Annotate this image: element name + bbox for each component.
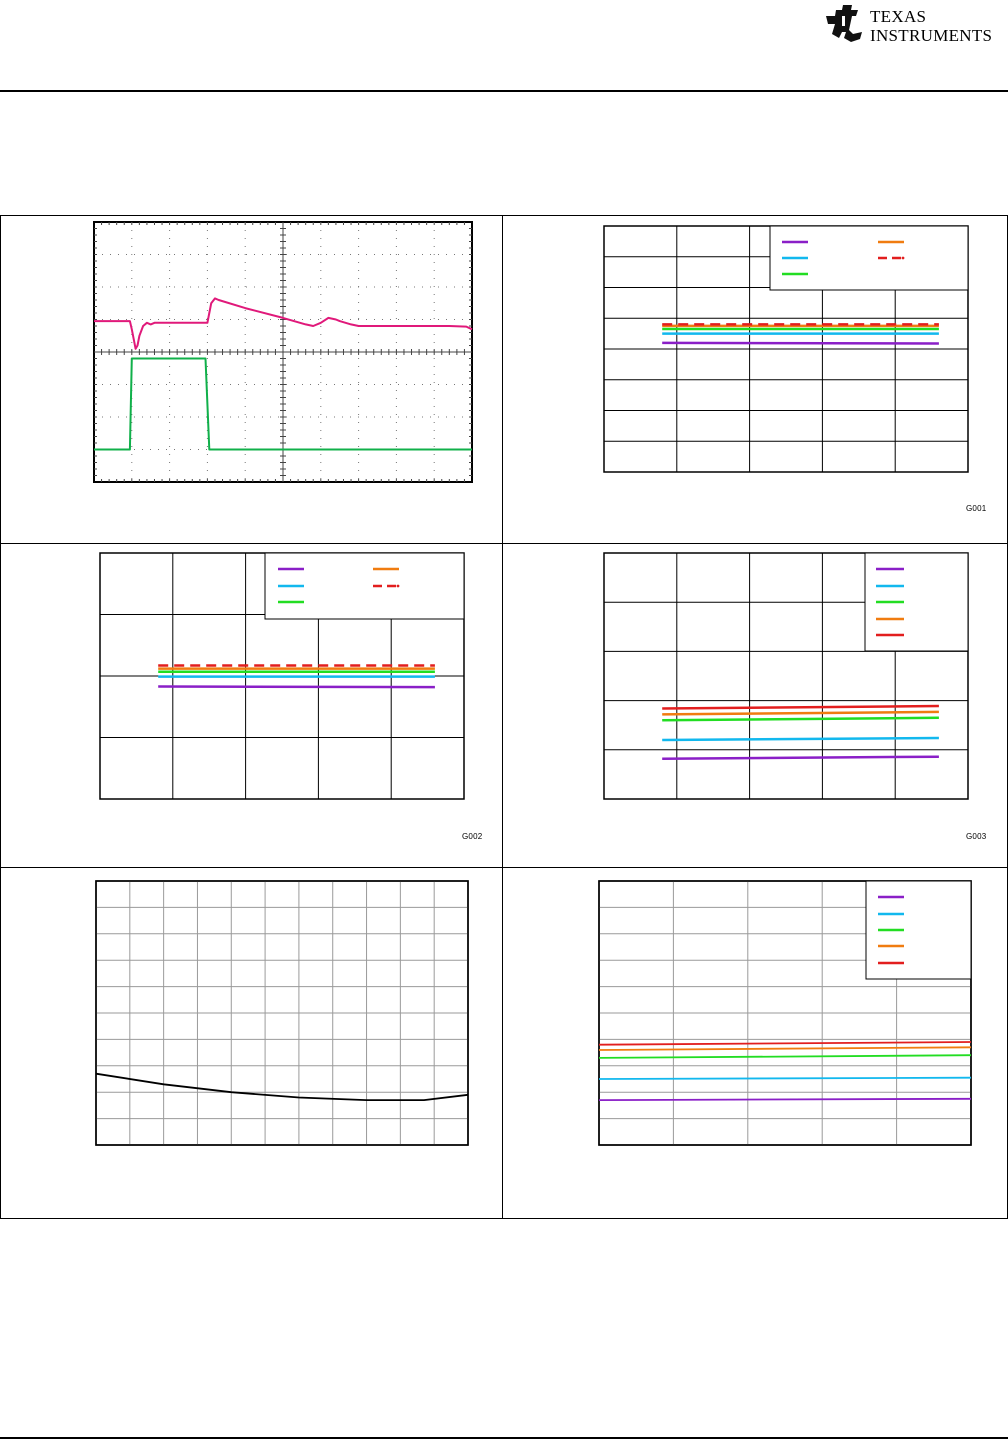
ti-logo: TEXAS INSTRUMENTS (818, 0, 1008, 52)
scope-series-1 (94, 297, 473, 350)
ti-logo-mark-icon (826, 5, 862, 42)
g002-legend-dot (396, 584, 400, 588)
g002-series-1 (158, 685, 435, 689)
logo-line-2: INSTRUMENTS (870, 26, 993, 45)
bottom-left-series-1 (95, 1072, 469, 1101)
footer-rule (0, 1437, 1008, 1439)
figure-grid-vertical-divider (502, 215, 503, 1218)
logo-line-1: TEXAS (870, 7, 927, 26)
figure-grid-divider-row-1 (0, 543, 1008, 544)
bottom-right-frame-outline (598, 880, 972, 1146)
chart-code-g002: G002 (462, 832, 483, 841)
bottom-left-frame-outline (95, 880, 469, 1146)
bottom-right-series-1 (598, 1097, 972, 1101)
scope-series-2 (94, 357, 472, 451)
g003-series-5 (662, 704, 939, 710)
g003-series-1 (662, 755, 939, 760)
bottom-right-series-4 (598, 1046, 972, 1051)
g001-series-1 (662, 341, 939, 345)
figure-grid-divider-row-2 (0, 867, 1008, 868)
g003-series-3 (662, 716, 939, 722)
g003-series-2 (662, 736, 939, 742)
header-rule (0, 90, 1008, 92)
bottom-right-series-5 (598, 1041, 972, 1046)
chart-code-g001: G001 (966, 504, 987, 513)
chart-code-g003: G003 (966, 832, 987, 841)
g003-series-4 (662, 710, 939, 716)
bottom-right-series-2 (598, 1076, 972, 1080)
bottom-right-series-3 (598, 1054, 972, 1059)
g001-legend-dot (901, 256, 905, 260)
